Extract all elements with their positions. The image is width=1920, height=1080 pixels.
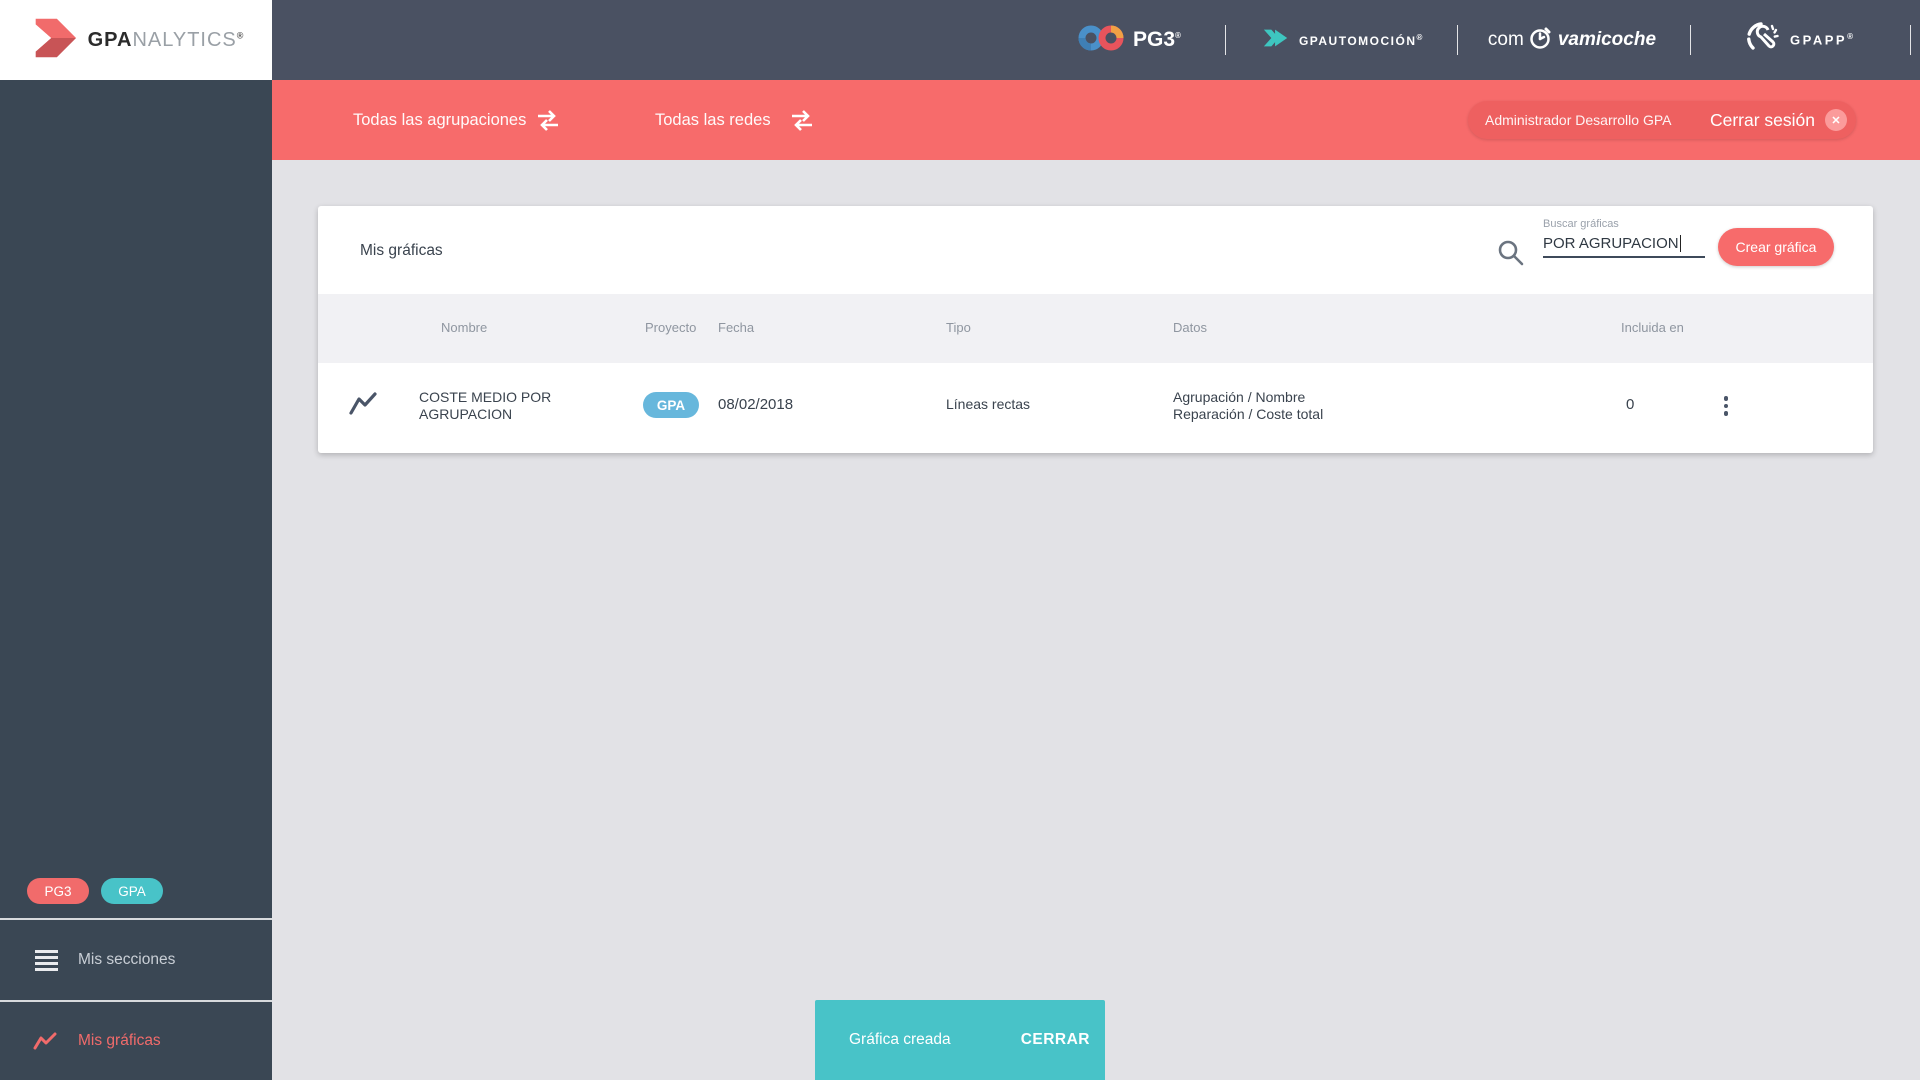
filter-redes[interactable]: Todas las redes [655, 110, 771, 129]
text-caret [1679, 235, 1682, 252]
gpanalytics-logo: GPANALYTICS® [0, 0, 272, 80]
logo-bold: GPA [87, 28, 133, 51]
row-line-chart-icon [348, 391, 378, 422]
header-divider [1456, 25, 1458, 55]
line-chart-icon [33, 1031, 59, 1051]
page-title: Mis gráficas [360, 242, 443, 259]
brand-gpapp-label: GPAPP® [1790, 32, 1856, 48]
column-header-nombre: Nombre [441, 320, 488, 335]
column-header-proyecto: Proyecto [645, 320, 697, 335]
gpautomocion-arrow-icon [1262, 24, 1290, 57]
gpanalytics-wordmark: GPANALYTICS® [88, 29, 245, 52]
brand-com-post: vamicoche [1557, 29, 1657, 50]
column-header-tipo: Tipo [946, 320, 971, 335]
brand-gpautomocion[interactable]: GPAUTOMOCIÓN® [1262, 24, 1424, 57]
wrench-icon [1747, 21, 1781, 60]
brand-pg3[interactable]: PG3® [1078, 22, 1181, 59]
sidebar-badge-gpa[interactable]: GPA [101, 878, 163, 904]
brand-gpapp[interactable]: GPAPP® [1747, 21, 1855, 60]
search-label: Buscar gráficas [1543, 218, 1619, 230]
filter-toolbar: Todas las agrupaciones Todas las redes A… [272, 80, 1920, 160]
row-type: Líneas rectas [946, 396, 1031, 412]
header-divider [1224, 25, 1226, 55]
sidebar: PG3 GPA Mis secciones Mis gráficas [0, 80, 272, 1080]
row-menu-kebab-icon[interactable] [1711, 391, 1741, 421]
logo-rest: NALYTICS [132, 28, 237, 51]
column-header-datos: Datos [1173, 320, 1207, 335]
column-header-fecha: Fecha [718, 320, 755, 335]
brand-switcher: PG3® GPAUTOMOCIÓN® com [1078, 0, 1920, 80]
sections-icon [33, 949, 59, 971]
stopwatch-icon [1529, 25, 1553, 56]
mis-graficas-card: Mis gráficas Buscar gráficas POR AGRUPAC… [318, 206, 1873, 453]
table-header: Nombre Proyecto Fecha Tipo Datos Incluid… [318, 294, 1873, 363]
search-icon[interactable] [1496, 238, 1526, 273]
logout-button[interactable]: Cerrar sesión [1709, 109, 1815, 130]
header-divider [1690, 25, 1692, 55]
pg3-infinity-icon [1078, 22, 1124, 59]
row-name: COSTE MEDIO POR AGRUPACION [419, 389, 552, 422]
row-date: 08/02/2018 [718, 396, 794, 413]
search-input[interactable]: Buscar gráficas POR AGRUPACION [1543, 218, 1708, 258]
create-chart-button[interactable]: Crear gráfica [1718, 228, 1834, 266]
row-included-count: 0 [1626, 396, 1635, 413]
brand-pg3-label: PG3® [1133, 28, 1181, 51]
brand-gpautomocion-label: GPAUTOMOCIÓN® [1298, 32, 1424, 48]
snackbar-message: Gráfica creada [849, 1031, 951, 1048]
logout-close-icon[interactable]: ✕ [1825, 109, 1847, 131]
user-name: Administrador Desarrollo GPA [1485, 112, 1672, 128]
swap-agrupaciones-icon[interactable] [534, 109, 562, 137]
user-session-pill: Administrador Desarrollo GPA Cerrar sesi… [1468, 101, 1856, 139]
search-value: POR AGRUPACION [1543, 235, 1708, 252]
sidebar-item-mis-secciones[interactable]: Mis secciones [0, 918, 272, 1000]
swap-redes-icon[interactable] [788, 109, 816, 137]
filter-agrupaciones[interactable]: Todas las agrupaciones [353, 110, 527, 129]
column-header-incluida: Incluida en [1621, 320, 1684, 335]
project-badge: GPA [643, 392, 699, 418]
sidebar-badge-pg3[interactable]: PG3 [27, 878, 89, 904]
logo-reg: ® [236, 29, 245, 40]
app-header: GPANALYTICS® PG3® GPAUTOMOCIÓN® [0, 0, 1920, 80]
snackbar: Gráfica creada CERRAR [815, 1000, 1105, 1080]
sidebar-badges: PG3 GPA [27, 878, 163, 904]
search-underline [1543, 256, 1705, 258]
table-row[interactable]: COSTE MEDIO POR AGRUPACION GPA 08/02/2018… [318, 363, 1873, 448]
row-data: Agrupación / Nombre Reparación / Coste to… [1173, 389, 1324, 422]
snackbar-close-button[interactable]: CERRAR [1020, 1031, 1090, 1048]
brand-com-pre: com [1487, 29, 1524, 50]
header-divider [1909, 25, 1911, 55]
sidebar-item-label: Mis secciones [78, 951, 176, 968]
brand-comovamicoche[interactable]: com vamicoche [1488, 25, 1656, 56]
sidebar-item-label: Mis gráficas [78, 1032, 161, 1049]
sidebar-item-mis-graficas[interactable]: Mis gráficas [0, 1000, 272, 1080]
gpanalytics-arrow-icon [28, 16, 78, 65]
